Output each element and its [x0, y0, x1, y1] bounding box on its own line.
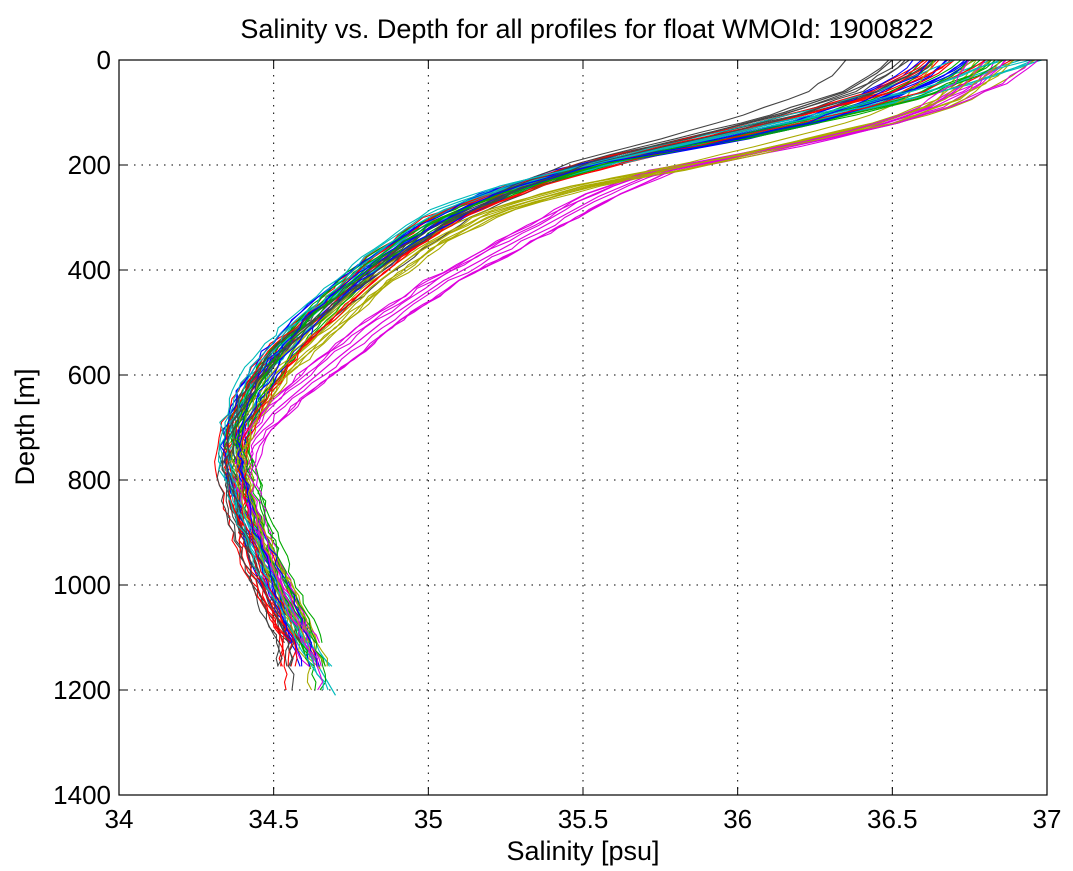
x-tick-label: 36.5 [867, 804, 918, 834]
y-tick-label: 0 [97, 45, 111, 75]
profile-line [218, 59, 1002, 691]
x-tick-label: 36 [723, 804, 752, 834]
x-tick-label: 34.5 [248, 804, 299, 834]
profile-line [239, 59, 1001, 643]
profile-line [221, 59, 902, 667]
profile-line [236, 59, 936, 643]
profile-line [234, 59, 991, 643]
x-axis-title: Salinity [psu] [506, 836, 659, 866]
x-tick-label: 37 [1033, 804, 1062, 834]
y-tick-label: 800 [68, 465, 111, 495]
x-tick-label: 35 [414, 804, 443, 834]
series-layer [214, 59, 1043, 696]
tick-layer: 34 34.5 35 35.5 36 36.5 37 0 200 400 600 800 1000 120… [53, 45, 1061, 834]
x-tick-label: 35.5 [558, 804, 609, 834]
y-tick-label: 600 [68, 360, 111, 390]
y-tick-label: 1000 [53, 570, 111, 600]
chart-title: Salinity vs. Depth for all profiles for … [240, 14, 933, 44]
profile-line [249, 59, 969, 691]
y-tick-label: 1400 [53, 780, 111, 810]
x-tick-label: 34 [105, 804, 134, 834]
y-tick-label: 200 [68, 150, 111, 180]
profile-line [243, 59, 986, 667]
y-axis-title: Depth [m] [10, 368, 40, 485]
profile-line [236, 59, 1004, 667]
profile-line [238, 59, 931, 644]
y-tick-label: 1200 [53, 675, 111, 705]
y-tick-label: 400 [68, 255, 111, 285]
